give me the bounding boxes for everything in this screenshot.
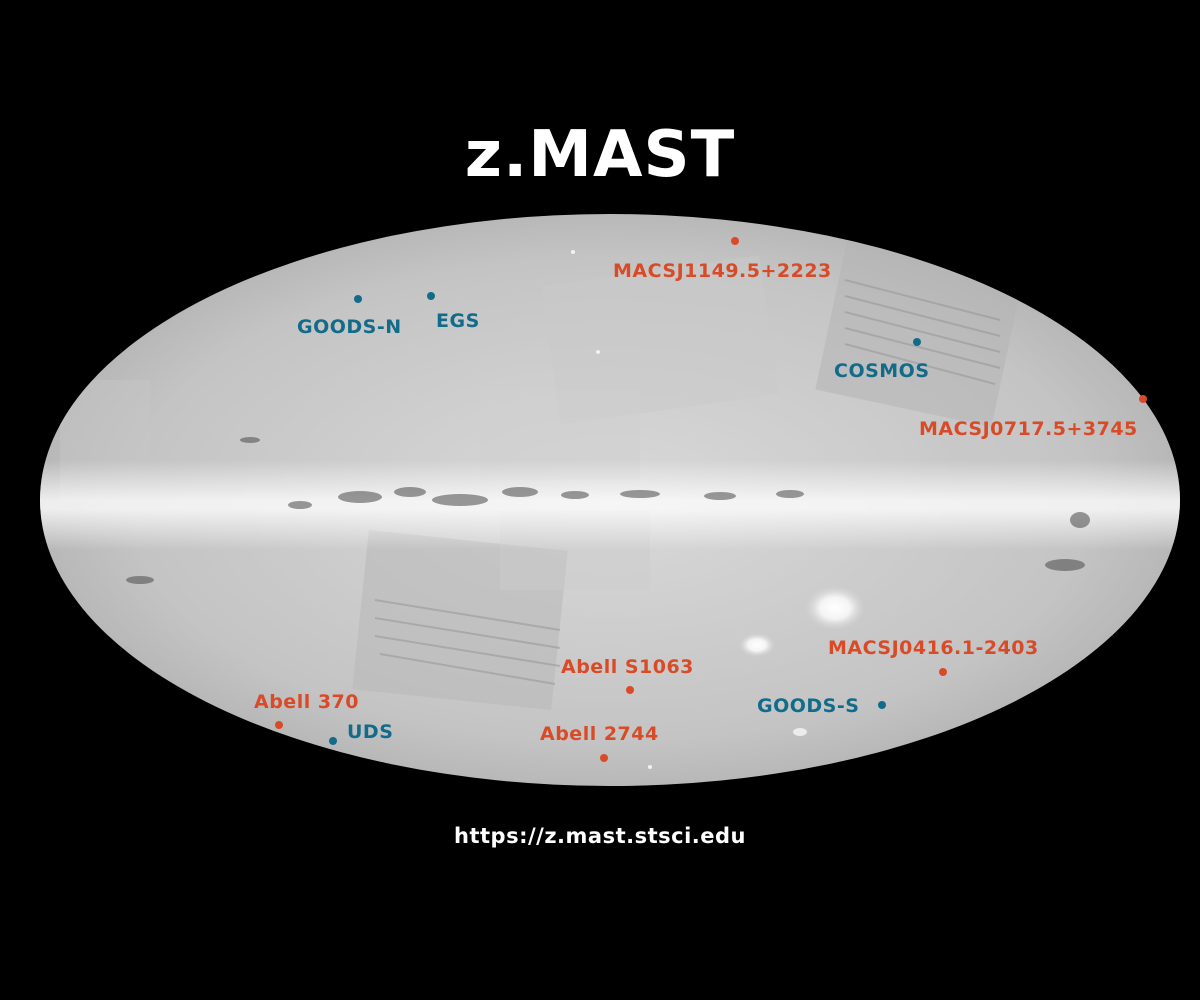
- field-label: GOODS-N: [297, 316, 402, 338]
- field-dot: [354, 295, 362, 303]
- cluster-label: MACSJ0416.1-2403: [828, 637, 1039, 659]
- cluster-dot: [626, 686, 634, 694]
- cluster-label: MACSJ1149.5+2223: [613, 260, 832, 282]
- page-title: z.MAST: [464, 118, 736, 192]
- field-marker-goods-s[interactable]: GOODS-S: [757, 695, 886, 717]
- field-marker-goods-n[interactable]: GOODS-N: [297, 295, 402, 338]
- field-marker-cosmos[interactable]: COSMOS: [834, 338, 930, 382]
- cluster-label: Abell 370: [254, 691, 359, 713]
- cluster-marker-macsj0717-5-3745[interactable]: MACSJ0717.5+3745: [919, 395, 1147, 440]
- cluster-dot: [731, 237, 739, 245]
- cluster-label: Abell S1063: [561, 656, 694, 678]
- cluster-dot: [1139, 395, 1147, 403]
- cluster-marker-abell-2744[interactable]: Abell 2744: [540, 723, 659, 762]
- field-label: COSMOS: [834, 360, 930, 382]
- cluster-label: MACSJ0717.5+3745: [919, 418, 1138, 440]
- cluster-label: Abell 2744: [540, 723, 659, 745]
- field-dot: [913, 338, 921, 346]
- cluster-marker-macsj0416-1-2403[interactable]: MACSJ0416.1-2403: [828, 637, 1039, 676]
- cluster-dot: [275, 721, 283, 729]
- sky-ellipse: [40, 214, 1180, 786]
- cluster-marker-abell-s1063[interactable]: Abell S1063: [561, 656, 694, 694]
- marker-layer: GOODS-N EGS COSMOS GOODS-S UDS MACSJ1149.5+22…: [254, 237, 1147, 762]
- field-label: UDS: [347, 721, 393, 743]
- field-dot: [329, 737, 337, 745]
- field-dot: [878, 701, 886, 709]
- field-label: GOODS-S: [757, 695, 859, 717]
- cluster-dot: [600, 754, 608, 762]
- field-marker-egs[interactable]: EGS: [427, 292, 480, 332]
- cluster-dot: [939, 668, 947, 676]
- cluster-marker-macsj1149-5-2223[interactable]: MACSJ1149.5+2223: [613, 237, 832, 282]
- cluster-marker-abell-370[interactable]: Abell 370: [254, 691, 359, 729]
- field-label: EGS: [436, 310, 480, 332]
- site-url[interactable]: https://z.mast.stsci.edu: [454, 824, 746, 848]
- field-dot: [427, 292, 435, 300]
- field-marker-uds[interactable]: UDS: [329, 721, 393, 745]
